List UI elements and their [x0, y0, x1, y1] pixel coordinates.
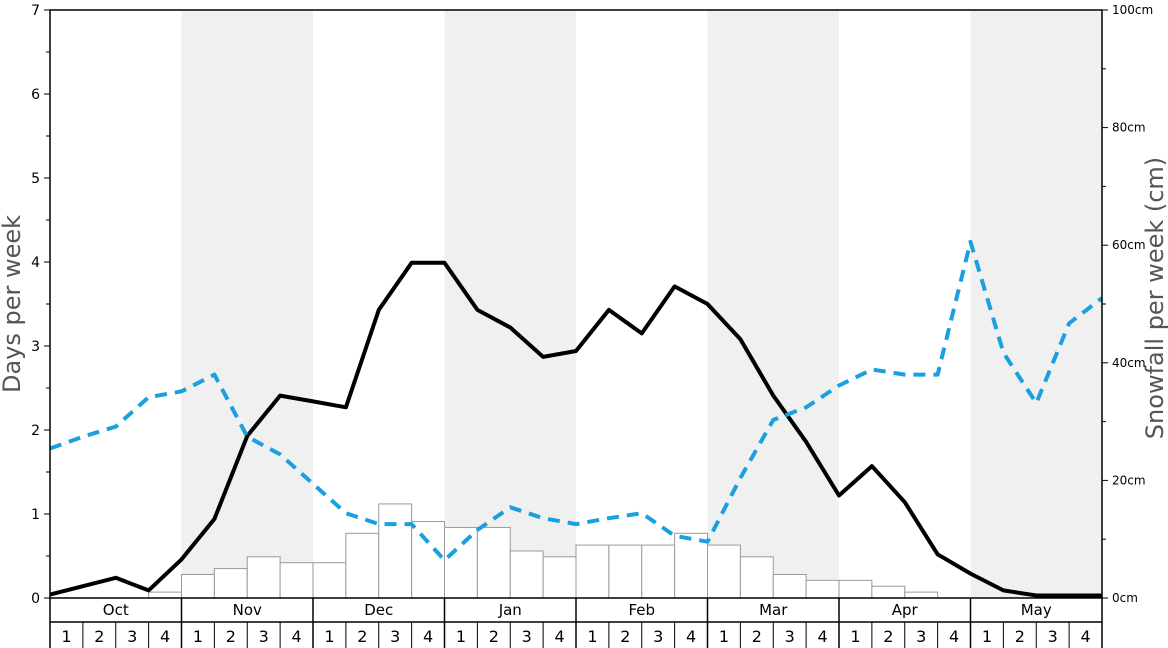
- month-label: Apr: [892, 601, 919, 619]
- week-strip: 1 2 3 4 1 2 3 4 1 2 3 4 1 2 3 4 1 2 3 4 1 2 3 4 1 2 3 4 1 2 3 4: [61, 622, 1091, 648]
- left-tick-label: 5: [31, 171, 40, 187]
- month-strip: Oct Nov Dec Jan Feb Mar Apr May: [49, 598, 1103, 648]
- week-label: 1: [850, 627, 860, 646]
- week-label: 2: [1015, 627, 1025, 646]
- month-shading: [181, 10, 1102, 598]
- snowfall-bar: [772, 573, 807, 599]
- week-label: 4: [1080, 627, 1090, 646]
- snowfall-bar: [181, 573, 215, 599]
- week-label: 1: [61, 627, 71, 646]
- right-tick-label: 100cm: [1112, 3, 1153, 17]
- week-label: 4: [291, 627, 301, 646]
- month-label: Jan: [498, 601, 522, 619]
- left-tick-label: 0: [31, 591, 40, 607]
- week-label: 2: [489, 627, 499, 646]
- days-dashed-series: [49, 239, 1104, 563]
- right-tick-label: 20cm: [1112, 473, 1146, 487]
- week-label: 2: [357, 627, 367, 646]
- month-label: May: [1021, 601, 1052, 619]
- month-label: Dec: [364, 601, 393, 619]
- week-label: 3: [127, 627, 137, 646]
- days-solid-series: [49, 260, 1102, 598]
- right-tick-label: 0cm: [1112, 591, 1138, 605]
- left-tick-label: 1: [31, 507, 40, 523]
- week-label: 3: [522, 627, 532, 646]
- week-label: 4: [817, 627, 827, 646]
- right-tick-label: 60cm: [1112, 238, 1146, 252]
- week-label: 1: [982, 627, 992, 646]
- snowfall-bar: [246, 556, 281, 599]
- week-label: 3: [916, 627, 926, 646]
- snowfall-bar: [279, 562, 314, 599]
- snowfall-bar: [904, 591, 939, 599]
- left-tick-label: 7: [31, 3, 40, 19]
- snowfall-bar: [444, 526, 478, 599]
- snowfall-bars: [148, 503, 939, 599]
- week-label: 4: [949, 627, 959, 646]
- week-label: 1: [193, 627, 203, 646]
- month-label: Mar: [759, 601, 788, 619]
- right-tick-label: 40cm: [1112, 356, 1146, 370]
- week-label: 1: [324, 627, 334, 646]
- snowfall-bar: [739, 556, 774, 599]
- snowfall-bar: [213, 568, 248, 599]
- week-label: 1: [456, 627, 466, 646]
- week-label: 4: [554, 627, 564, 646]
- snowfall-bar: [378, 503, 413, 599]
- snowfall-bar: [838, 579, 873, 599]
- snowfall-bar: [707, 544, 741, 599]
- days-dashed-line: [49, 239, 1104, 563]
- week-label: 3: [390, 627, 400, 646]
- snowfall-bar: [312, 562, 347, 599]
- right-tick-label: 80cm: [1112, 121, 1146, 135]
- left-tick-label: 4: [31, 255, 40, 271]
- week-label: 3: [259, 627, 269, 646]
- snowfall-bar: [575, 544, 610, 599]
- week-label: 2: [620, 627, 630, 646]
- week-label: 2: [226, 627, 236, 646]
- week-label: 1: [587, 627, 597, 646]
- snowfall-bar: [345, 532, 380, 599]
- snowfall-bar: [509, 550, 544, 599]
- week-label: 3: [1048, 627, 1058, 646]
- month-shade-band: [181, 10, 313, 598]
- left-axis: 0 1 2 3 4 5 6 7: [31, 3, 50, 607]
- snowfall-bar: [148, 591, 182, 599]
- month-shade-band: [444, 10, 576, 598]
- left-tick-label: 6: [31, 87, 40, 103]
- week-label: 4: [160, 627, 170, 646]
- snowfall-bar: [608, 544, 643, 599]
- days-solid-line: [49, 260, 1102, 598]
- week-label: 3: [653, 627, 663, 646]
- week-label: 3: [785, 627, 795, 646]
- snowfall-bar: [674, 532, 708, 599]
- right-axis-title: Snowfall per week (cm): [1141, 157, 1168, 439]
- week-label: 1: [719, 627, 729, 646]
- left-tick-label: 2: [31, 423, 40, 439]
- week-label: 2: [94, 627, 104, 646]
- month-shade-band: [970, 10, 1102, 598]
- week-label: 2: [883, 627, 893, 646]
- month-label: Feb: [628, 601, 655, 619]
- snowfall-bar: [411, 521, 445, 599]
- month-label: Oct: [103, 601, 129, 619]
- week-label: 2: [752, 627, 762, 646]
- left-tick-label: 3: [31, 339, 40, 355]
- month-shade-band: [707, 10, 839, 598]
- left-axis-title: Days per week: [0, 215, 26, 393]
- month-label: Nov: [233, 601, 262, 619]
- snowfall-bar: [871, 585, 906, 599]
- week-label: 4: [423, 627, 433, 646]
- snowfall-bar: [476, 526, 511, 599]
- snowfall-bar: [805, 579, 840, 599]
- right-axis: 0cm 20cm 40cm 60cm 80cm 100cm: [1102, 3, 1153, 605]
- snowfall-bar: [641, 544, 676, 599]
- snowfall-bar: [542, 556, 577, 599]
- week-label: 4: [686, 627, 696, 646]
